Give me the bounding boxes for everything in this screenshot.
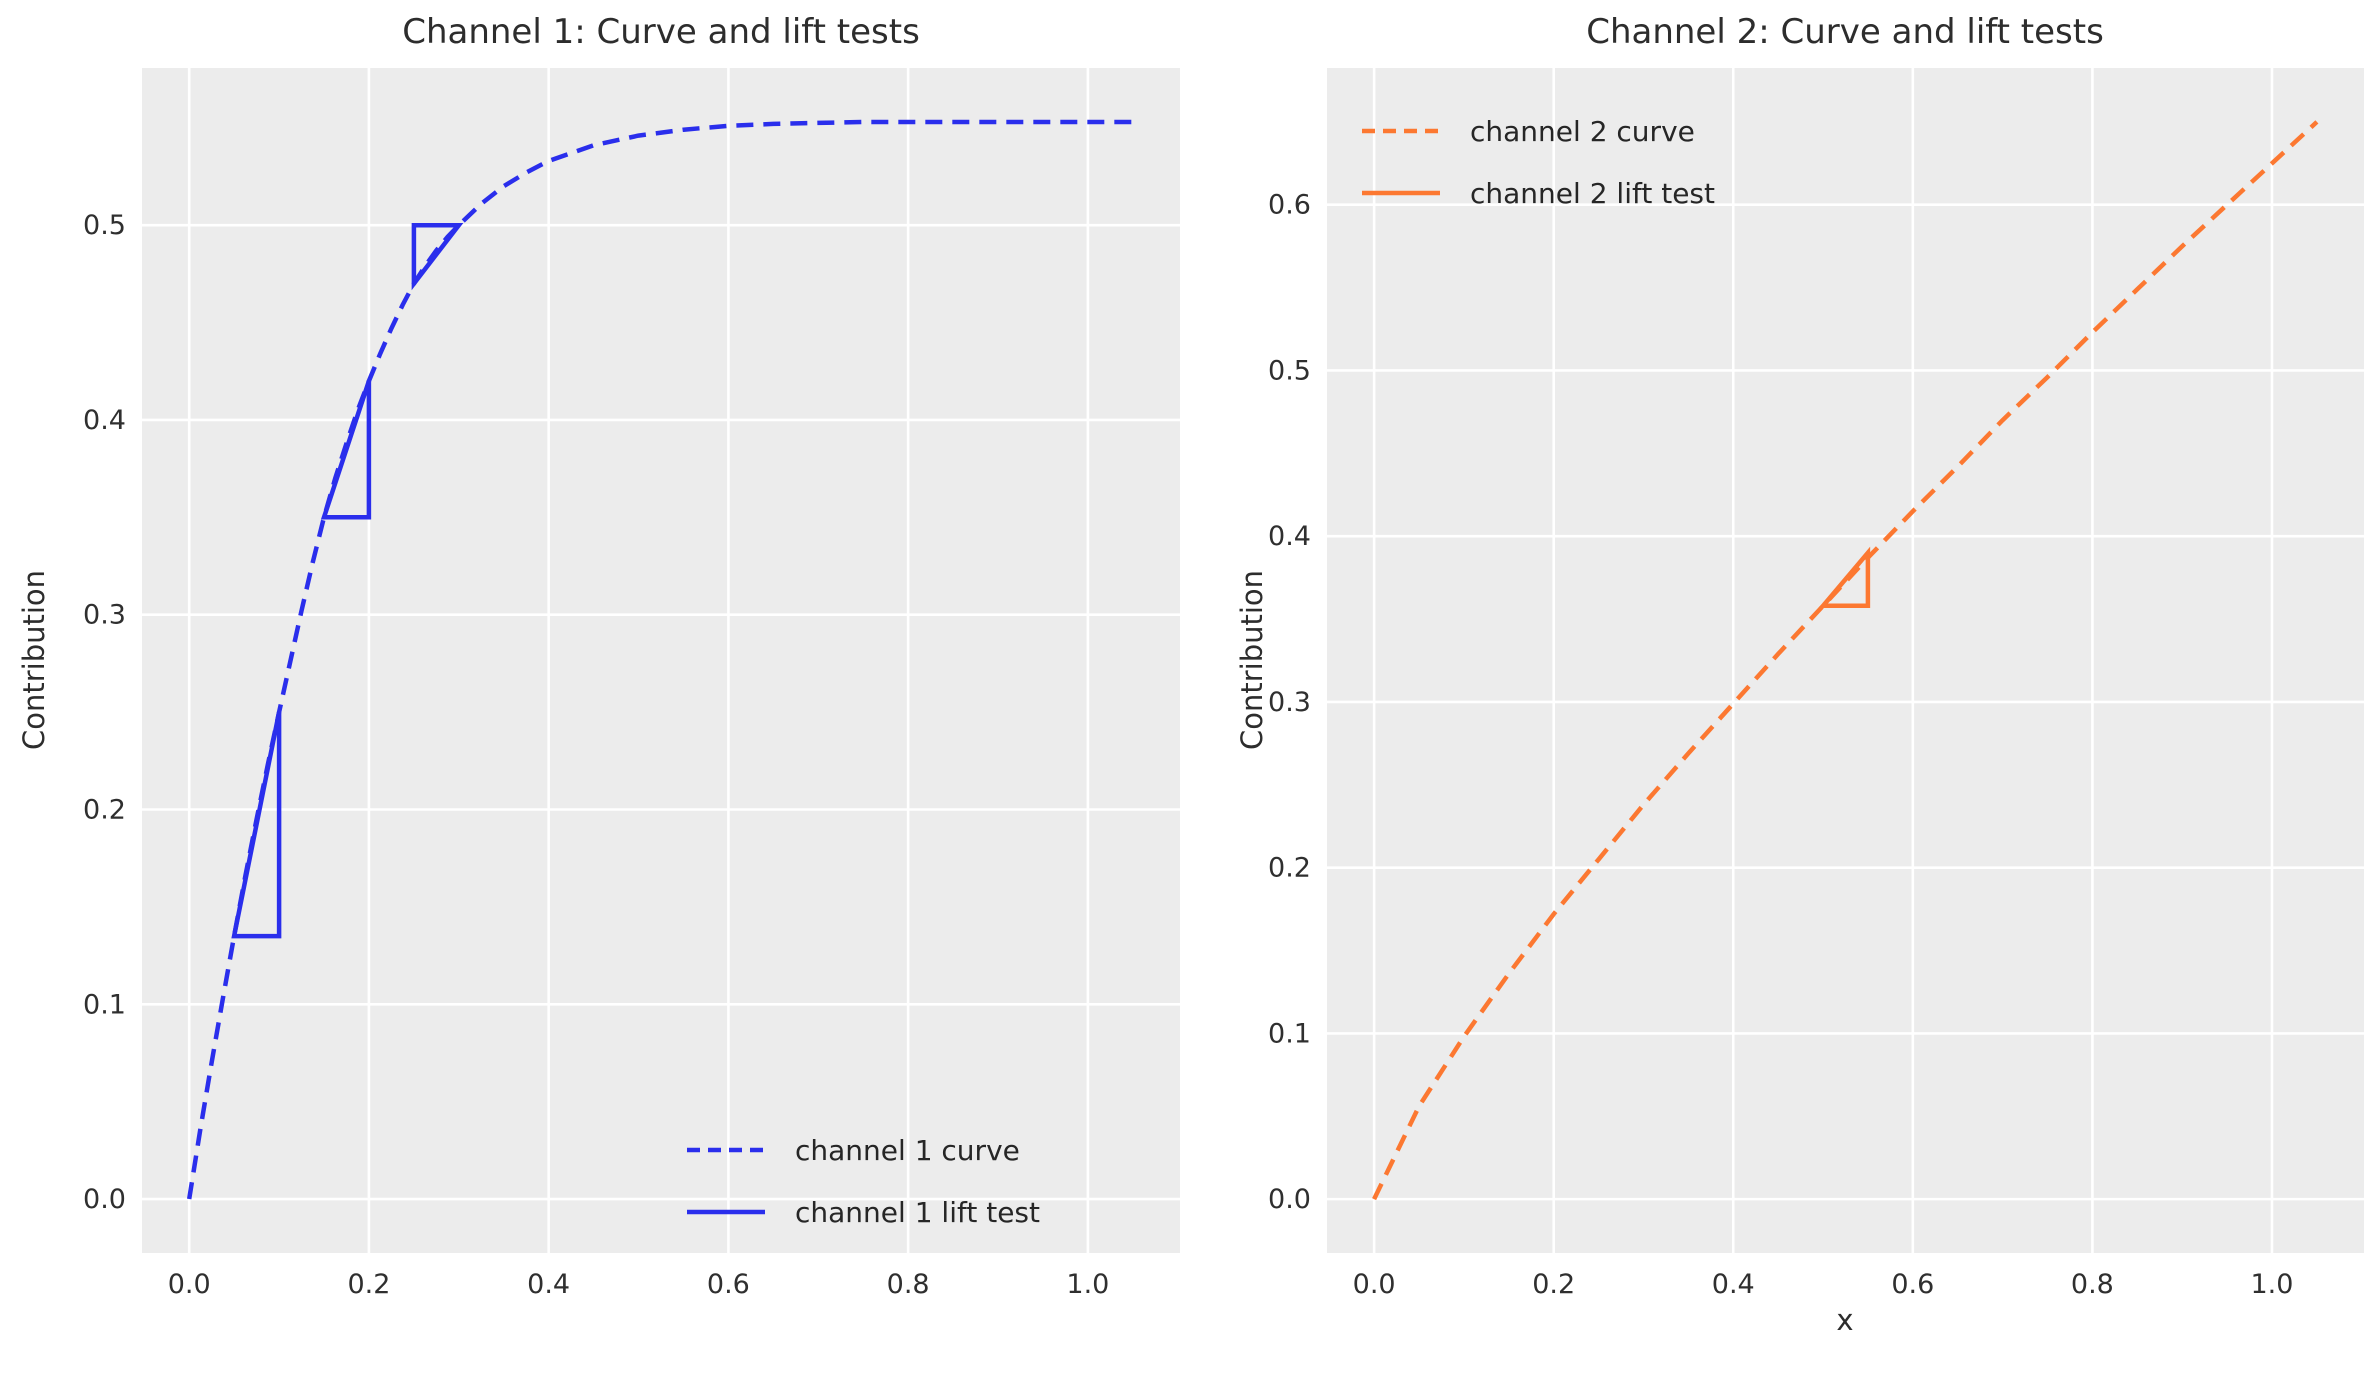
subplot1-ylabel: Contribution	[17, 569, 51, 751]
legend-item-channel-1-lift-test: channel 1 lift test	[687, 1181, 1040, 1243]
lift-test-triangle	[411, 222, 464, 291]
legend-channel-2: channel 2 curve channel 2 lift test	[1362, 100, 1715, 224]
legend-label: channel 2 lift test	[1470, 176, 1715, 210]
x-tick-label: 0.4	[527, 1269, 570, 1300]
y-tick-label: 0.6	[1268, 190, 1311, 221]
y-tick-label: 0.5	[83, 210, 126, 241]
y-tick-label: 0.1	[83, 989, 126, 1020]
y-tick-label: 0.5	[1268, 355, 1311, 386]
legend-item-channel-2-lift-test: channel 2 lift test	[1362, 162, 1715, 224]
legend-label: channel 1 curve	[795, 1133, 1020, 1167]
plot-panel	[142, 68, 1180, 1253]
x-tick-label: 0.8	[887, 1269, 930, 1300]
legend-label: channel 1 lift test	[795, 1195, 1040, 1229]
y-tick-label: 0.0	[1268, 1184, 1311, 1215]
x-tick-label: 0.2	[347, 1269, 390, 1300]
legend-solid-line-sample	[1362, 190, 1440, 196]
subplot2-title: Channel 2: Curve and lift tests	[1586, 12, 2104, 52]
legend-label: channel 2 curve	[1470, 114, 1695, 148]
y-tick-label: 0.4	[83, 405, 126, 436]
lift-test-triangle	[1818, 546, 1871, 609]
legend-channel-1: channel 1 curve channel 1 lift test	[687, 1119, 1040, 1243]
x-tick-label: 0.2	[1532, 1269, 1575, 1300]
x-tick-label: 0.6	[1891, 1269, 1934, 1300]
y-tick-label: 0.1	[1268, 1018, 1311, 1049]
legend-item-channel-1-curve: channel 1 curve	[687, 1119, 1040, 1181]
legend-solid-line-sample	[687, 1209, 765, 1215]
y-tick-label: 0.3	[1268, 687, 1311, 718]
subplot2-xlabel: x	[1836, 1303, 1854, 1337]
y-tick-label: 0.2	[1268, 853, 1311, 884]
x-tick-label: 0.8	[2071, 1269, 2114, 1300]
x-tick-label: 1.0	[1066, 1269, 1109, 1300]
y-tick-label: 0.2	[83, 795, 126, 826]
x-tick-label: 1.0	[2250, 1269, 2293, 1300]
y-tick-label: 0.0	[83, 1184, 126, 1215]
lift-test-triangle	[320, 380, 372, 520]
x-tick-label: 0.6	[707, 1269, 750, 1300]
y-tick-label: 0.3	[83, 600, 126, 631]
lift-test-triangle	[231, 711, 282, 939]
x-tick-label: 0.0	[1353, 1269, 1396, 1300]
subplot2-ylabel: Contribution	[1235, 569, 1269, 751]
subplot1-title: Channel 1: Curve and lift tests	[402, 12, 920, 52]
legend-dashed-line-sample	[1362, 128, 1440, 134]
legend-dashed-line-sample	[687, 1147, 765, 1153]
x-tick-label: 0.4	[1712, 1269, 1755, 1300]
curve-line	[1372, 120, 2319, 1201]
plot-panel	[1327, 68, 2364, 1253]
y-tick-label: 0.4	[1268, 521, 1311, 552]
x-tick-label: 0.0	[168, 1269, 211, 1300]
legend-item-channel-2-curve: channel 2 curve	[1362, 100, 1715, 162]
